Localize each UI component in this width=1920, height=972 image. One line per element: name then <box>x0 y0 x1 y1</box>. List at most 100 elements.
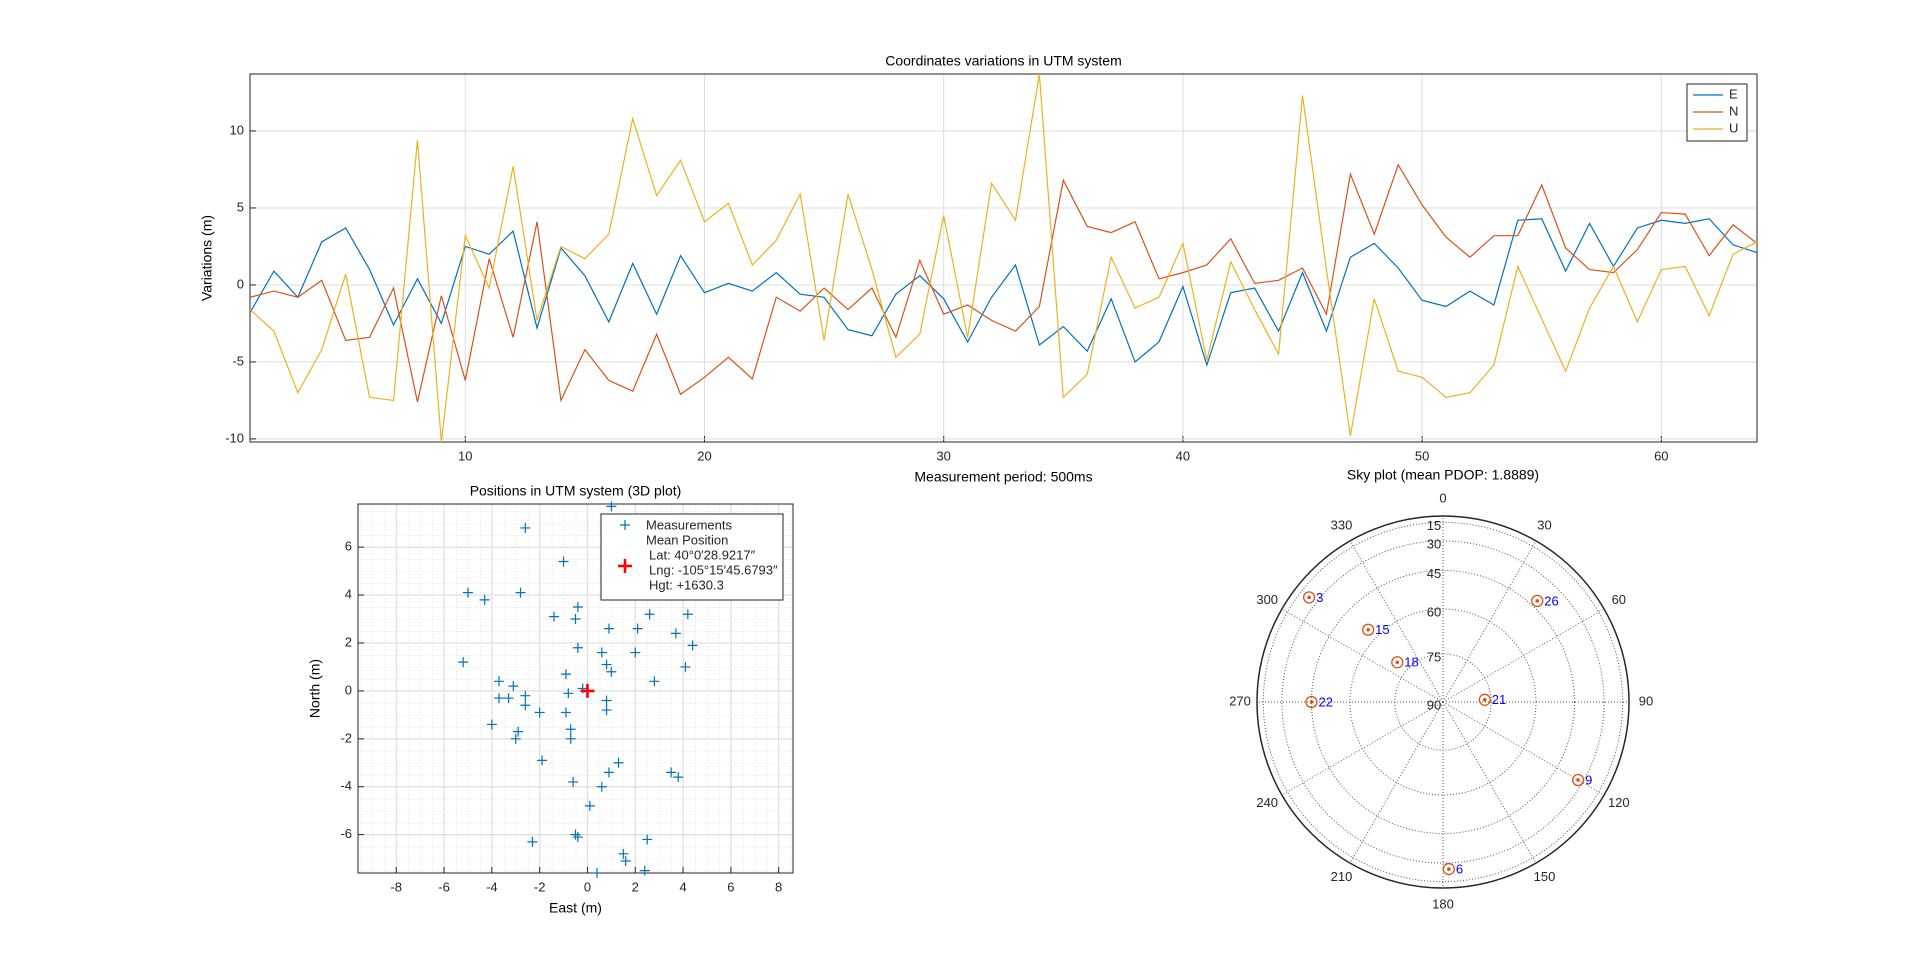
r-tick-label: 15 <box>1427 518 1441 533</box>
data-point <box>606 666 617 677</box>
theta-tick-label: 180 <box>1432 896 1454 911</box>
satellite-label: 9 <box>1585 772 1592 787</box>
grid-line <box>1349 608 1537 796</box>
data-point <box>592 868 603 878</box>
legend-label: Measurements <box>646 517 732 532</box>
data-point <box>642 834 653 845</box>
satellite-dot <box>1395 660 1400 665</box>
x-tick-label: 20 <box>697 448 711 463</box>
legend-label: U <box>1729 120 1738 135</box>
data-point <box>680 661 691 672</box>
data-point <box>596 781 607 792</box>
chart-title: Coordinates variations in UTM system <box>885 53 1122 69</box>
theta-tick-label: 120 <box>1608 795 1630 810</box>
data-point <box>565 724 576 735</box>
y-tick-label: 0 <box>237 276 244 291</box>
data-point <box>632 623 643 634</box>
x-axis-label: Measurement period: 500ms <box>914 469 1092 485</box>
data-point <box>644 609 655 620</box>
r-tick-label: 75 <box>1427 649 1441 664</box>
y-tick-label: 6 <box>345 539 352 554</box>
r-tick-label: 45 <box>1427 566 1441 581</box>
data-point <box>527 836 538 847</box>
data-point <box>486 719 497 730</box>
grid-line <box>1281 701 1444 796</box>
data-point <box>603 623 614 634</box>
theta-tick-label: 210 <box>1331 869 1353 884</box>
data-point <box>503 693 514 704</box>
satellite-ring <box>1442 862 1455 876</box>
data-line <box>249 73 1758 443</box>
y-tick-label: -10 <box>225 430 244 445</box>
satellite-label: 26 <box>1544 593 1558 608</box>
x-tick-label: 60 <box>1654 448 1668 463</box>
data-point <box>670 628 681 639</box>
grid-line <box>1349 540 1444 703</box>
data-point <box>601 695 612 706</box>
legend-label: E <box>1729 86 1738 101</box>
legend-box <box>600 513 784 601</box>
r-tick-label: 90 <box>1427 697 1441 712</box>
data-point <box>565 733 576 744</box>
x-tick-label: 30 <box>936 448 950 463</box>
theta-tick-label: 270 <box>1229 693 1251 708</box>
x-tick-label: 10 <box>458 448 472 463</box>
satellite-label: 3 <box>1316 590 1323 605</box>
data-point <box>515 587 526 598</box>
satellite-dot <box>1309 700 1314 704</box>
grid-line <box>1442 608 1605 703</box>
y-tick-label: 4 <box>345 586 352 601</box>
satellite-dot <box>1366 627 1370 632</box>
x-axis-label: East (m) <box>549 900 602 916</box>
data-point <box>508 681 519 692</box>
legend-label: Mean Position <box>646 532 728 547</box>
data-point <box>572 602 583 613</box>
data-point <box>613 757 624 768</box>
data-point <box>618 848 629 859</box>
legend-marker <box>618 559 632 573</box>
axes-frame <box>249 73 1758 443</box>
grid-line <box>1442 701 1537 864</box>
x-tick-label: 6 <box>727 879 734 894</box>
data-point <box>584 800 595 811</box>
data-line <box>249 163 1758 403</box>
x-tick-label: -2 <box>534 879 546 894</box>
data-point <box>534 707 545 718</box>
data-line <box>249 218 1758 367</box>
data-point <box>572 832 583 843</box>
legend-note: Lng: -105°15′45.6793″ <box>649 562 778 577</box>
x-tick-label: -8 <box>390 879 402 894</box>
data-point <box>510 733 521 744</box>
theta-tick-label: 90 <box>1639 693 1653 708</box>
data-point <box>630 647 641 658</box>
legend-note: Hgt: +1630.3 <box>649 577 724 592</box>
data-point <box>494 693 505 704</box>
data-point <box>673 772 684 783</box>
theta-tick-label: 60 <box>1612 592 1626 607</box>
data-point <box>458 657 469 668</box>
data-point <box>560 707 571 718</box>
theta-tick-label: 0 <box>1439 490 1446 505</box>
r-tick-label: 30 <box>1427 536 1441 551</box>
data-point <box>687 640 698 651</box>
plot-area <box>250 74 1757 442</box>
data-point <box>580 683 595 698</box>
chart-title: Positions in UTM system (3D plot) <box>470 483 682 499</box>
legend-note: Lat: 40°0′28.9217″ <box>649 547 756 562</box>
axes-frame <box>357 503 794 874</box>
y-tick-label: -6 <box>340 826 352 841</box>
r-tick-label: 60 <box>1427 604 1441 619</box>
satellite-label: 18 <box>1404 655 1418 670</box>
polar-frame <box>1256 515 1630 889</box>
data-point <box>666 767 677 778</box>
satellite-ring <box>1362 623 1375 636</box>
satellite-dot <box>1447 867 1451 871</box>
satellite-label: 21 <box>1492 692 1506 707</box>
data-point <box>520 700 531 711</box>
x-tick-label: 8 <box>775 879 782 894</box>
x-tick-label: 4 <box>679 879 686 894</box>
data-point <box>570 829 581 840</box>
data-point <box>603 767 614 778</box>
legend-label: N <box>1729 103 1738 118</box>
